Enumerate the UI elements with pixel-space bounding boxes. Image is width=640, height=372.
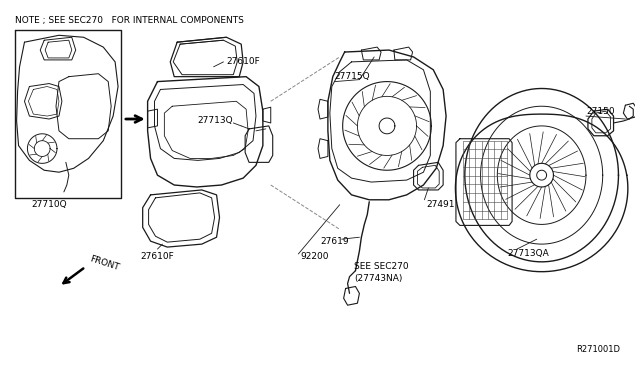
Text: 27150: 27150 — [586, 107, 614, 116]
Text: 27610F: 27610F — [227, 57, 260, 66]
Text: 27713Q: 27713Q — [197, 116, 232, 125]
Text: R271001D: R271001D — [577, 345, 620, 354]
Text: 27713QA: 27713QA — [507, 250, 549, 259]
Text: 27715Q: 27715Q — [335, 72, 371, 81]
Text: 27610F: 27610F — [141, 253, 174, 262]
Text: SEE SEC270: SEE SEC270 — [355, 262, 409, 271]
Text: 27491: 27491 — [426, 200, 455, 209]
Text: NOTE ; SEE SEC270   FOR INTERNAL COMPONENTS: NOTE ; SEE SEC270 FOR INTERNAL COMPONENT… — [15, 16, 243, 25]
Text: 27619: 27619 — [320, 237, 349, 246]
Text: FRONT: FRONT — [88, 255, 120, 273]
Text: (27743NA): (27743NA) — [355, 274, 403, 283]
Text: 27710Q: 27710Q — [31, 200, 67, 209]
Text: 92200: 92200 — [300, 253, 329, 262]
